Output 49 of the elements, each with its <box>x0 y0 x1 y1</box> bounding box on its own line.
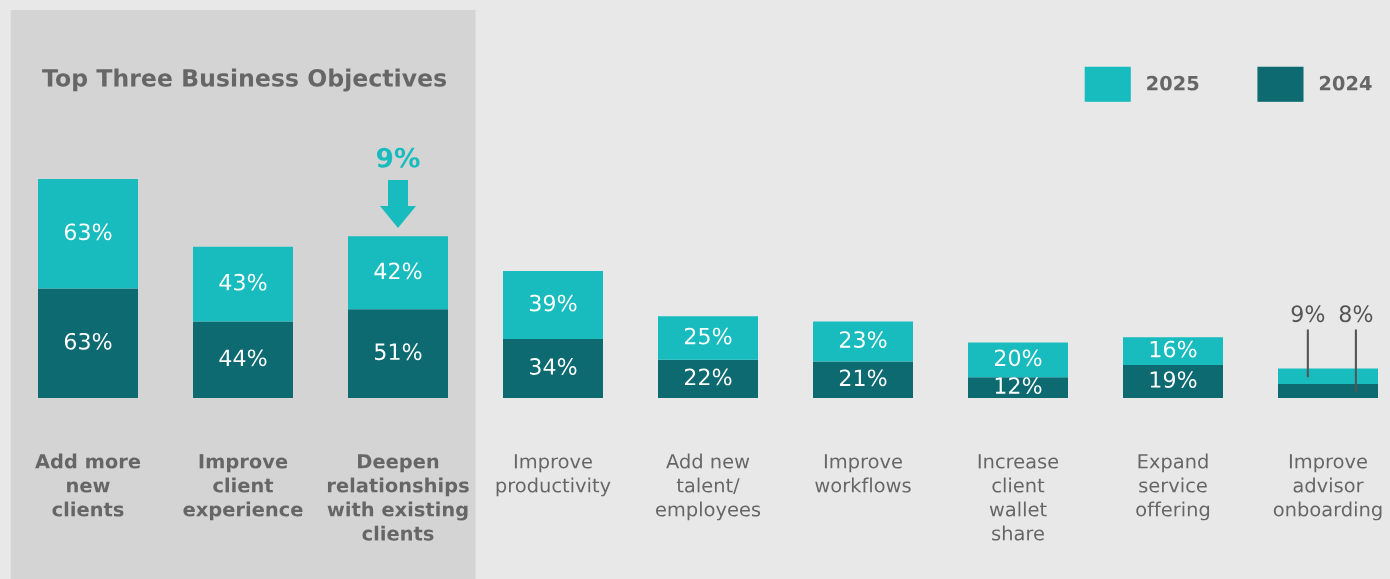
x-tick-label: Add new talent/ employees <box>656 453 761 521</box>
text: 9% <box>376 147 420 168</box>
data-label: 44% <box>219 349 267 367</box>
data-label: 9% <box>1291 305 1325 323</box>
bar <box>348 309 448 398</box>
data-label: 39% <box>530 294 577 312</box>
bar <box>503 271 603 339</box>
x-tick-label: Expand service offering <box>1136 453 1210 521</box>
bar <box>193 246 293 322</box>
bar <box>658 359 758 398</box>
x-tick-label: Improve advisor onboarding <box>1273 454 1382 521</box>
x-tick-label: Improve client experience <box>183 454 303 521</box>
data-label: 63% <box>64 332 112 350</box>
data-label: 21% <box>839 369 887 387</box>
bar <box>968 342 1068 378</box>
data-label: 51% <box>375 343 422 361</box>
bar <box>38 288 138 398</box>
bar <box>813 321 913 362</box>
data-label: 43% <box>219 273 267 291</box>
data-label: 34% <box>530 358 577 375</box>
bar <box>658 316 758 360</box>
legend-label: 2024 <box>1319 75 1372 91</box>
x-tick-label: Add more new clients <box>35 453 141 517</box>
legend-label: 2025 <box>1147 75 1199 91</box>
bar <box>968 377 1068 398</box>
data-label: 63% <box>64 223 112 241</box>
x-tick-label: Increase client wallet share <box>978 454 1059 541</box>
bar <box>193 321 293 398</box>
bar <box>1123 337 1223 365</box>
bar <box>1278 368 1378 385</box>
x-tick-label: Improve workflows <box>815 454 911 493</box>
data-label: 42% <box>374 262 422 280</box>
bar <box>1123 364 1223 398</box>
data-label: 23% <box>839 331 887 348</box>
data-label: 19% <box>1150 371 1197 388</box>
data-label: 25% <box>684 327 732 345</box>
data-label: 8% <box>1339 305 1373 323</box>
bar <box>813 361 913 398</box>
data-label: 16% <box>1150 340 1197 358</box>
bar <box>348 236 448 310</box>
data-label: 20% <box>994 349 1042 367</box>
x-tick-label: Improve productivity <box>496 454 611 497</box>
bar <box>503 338 603 398</box>
bar <box>1278 384 1378 398</box>
bar <box>38 179 138 289</box>
x-tick-label: Deepen relationships with existing clients <box>327 454 469 541</box>
data-label: 12% <box>995 377 1042 395</box>
chart-title: Top Three Business Objectives <box>42 68 447 92</box>
data-label: 22% <box>684 368 732 386</box>
